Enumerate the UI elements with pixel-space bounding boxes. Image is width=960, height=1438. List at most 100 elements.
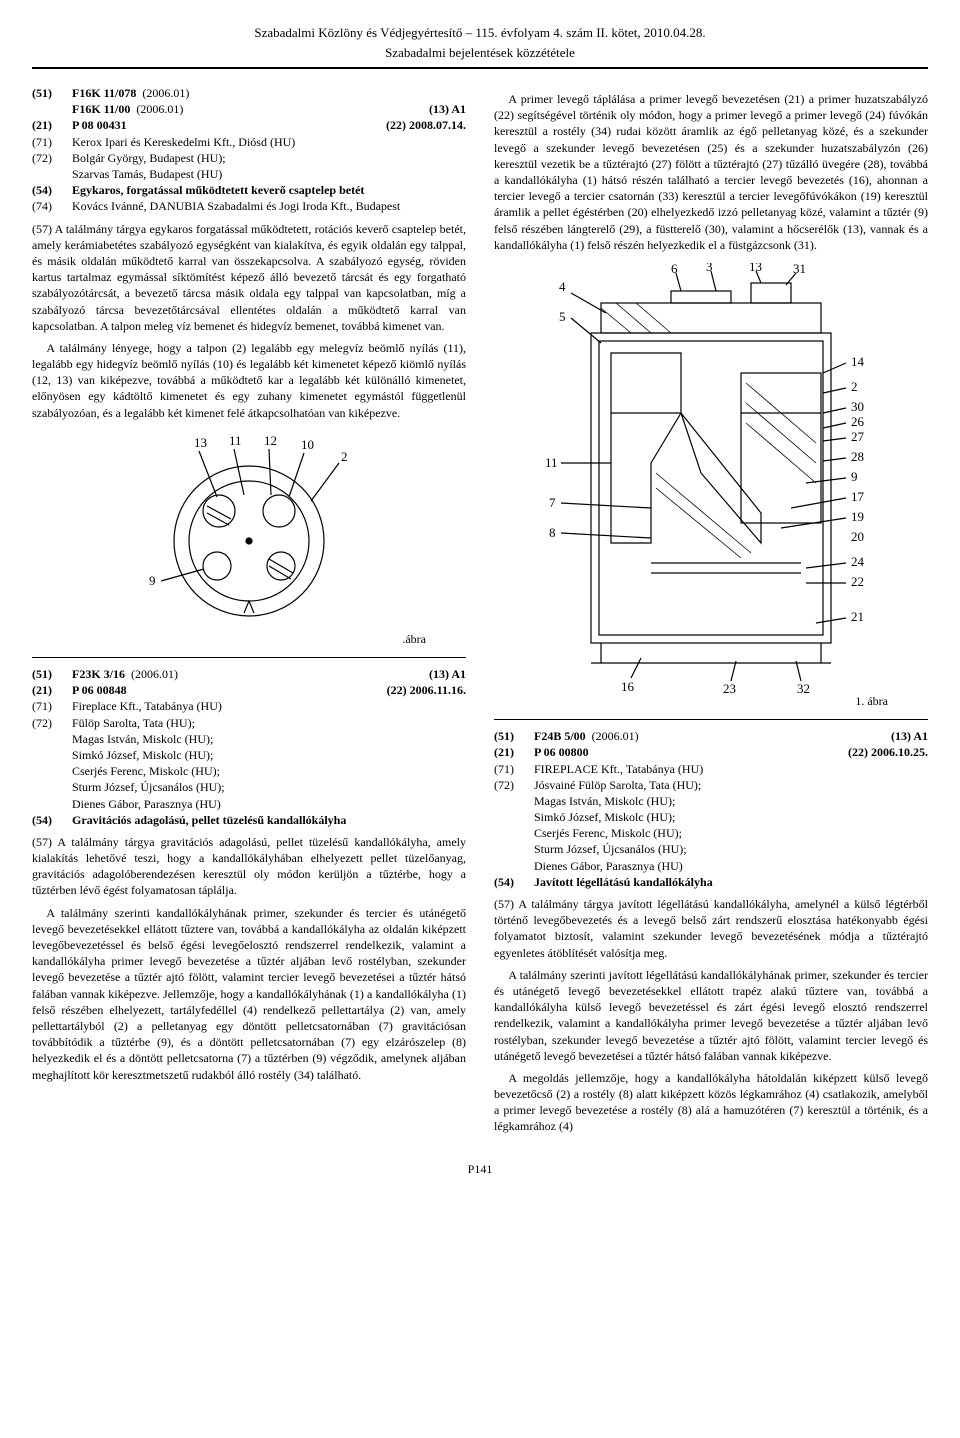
field-21: (21) P 08 00431 (22) 2008.07.14.	[32, 117, 466, 133]
two-column-layout: (51) F16K 11/078 (2006.01) F16K 11/00 (2…	[32, 85, 928, 1141]
fig-label: 12	[264, 433, 277, 448]
page-number: P141	[32, 1161, 928, 1177]
field-54: (54) Gravitációs adagolású, pellet tüzel…	[32, 812, 466, 828]
inventor: Sturm József, Újcsanálos (HU);	[494, 841, 928, 857]
figure-caption: 1. ábra	[855, 693, 888, 709]
kind-code: (13) A1	[881, 728, 928, 744]
class-code: F24B 5/00	[534, 729, 586, 743]
field-51: (51) F23K 3/16 (2006.01) (13) A1	[32, 666, 466, 682]
inventor: Dienes Gábor, Parasznya (HU)	[494, 858, 928, 874]
inventor: Dienes Gábor, Parasznya (HU)	[32, 796, 466, 812]
field-71: (71) Fireplace Kft., Tatabánya (HU)	[32, 698, 466, 714]
abstract-p2: A találmány szerinti kandallókályhának p…	[32, 905, 466, 1083]
inventor: Cserjés Ferenc, Miskolc (HU);	[32, 763, 466, 779]
fig-label: 30	[851, 399, 864, 414]
figure-disc: 13 11 12 10 2 9 .ábra	[32, 431, 466, 647]
fig-label: 16	[621, 679, 635, 693]
abstract: (57) A találmány tárgya javított légellá…	[494, 896, 928, 961]
fig-label: 27	[851, 429, 865, 444]
inventor: Bolgár György, Budapest (HU);	[72, 150, 466, 166]
title: Javított légellátású kandallókályha	[534, 874, 928, 890]
inventor: Szarvas Tamás, Budapest (HU)	[32, 166, 466, 182]
abstract-p2: A találmány szerinti javított légellátás…	[494, 967, 928, 1064]
separator	[494, 719, 928, 720]
filing-date: (22) 2006.11.16.	[377, 682, 466, 698]
fig-label: 2	[341, 449, 348, 464]
field-72: (72) Jósvainé Fülöp Sarolta, Tata (HU);	[494, 777, 928, 793]
code-51: (51)	[32, 85, 66, 101]
agent: Kovács Ivánné, DANUBIA Szabadalmi és Jog…	[72, 198, 466, 214]
class-ver: (2006.01)	[592, 729, 639, 743]
fig-label: 32	[797, 681, 810, 693]
fig-label: 6	[671, 263, 678, 276]
fig-label: 11	[229, 433, 242, 448]
fig-label: 28	[851, 449, 864, 464]
inventor: Sturm József, Újcsanálos (HU);	[32, 779, 466, 795]
inventor: Simkó József, Miskolc (HU);	[494, 809, 928, 825]
appnum: P 06 00800	[534, 744, 832, 760]
applicant: Fireplace Kft., Tatabánya (HU)	[72, 698, 466, 714]
applicant: FIREPLACE Kft., Tatabánya (HU)	[534, 761, 928, 777]
code-72: (72)	[32, 150, 66, 166]
field-51: (51) F24B 5/00 (2006.01) (13) A1	[494, 728, 928, 744]
code-51: (51)	[494, 728, 528, 744]
inventor: Magas István, Miskolc (HU);	[32, 731, 466, 747]
figure-stove: 4 5 6 3 13 31 14 2 30 26 27 28 9 17 19 2…	[494, 263, 928, 709]
field-54: (54) Javított légellátású kandallókályha	[494, 874, 928, 890]
code-54: (54)	[32, 812, 66, 828]
field-71: (71) FIREPLACE Kft., Tatabánya (HU)	[494, 761, 928, 777]
figure-caption: .ábra	[402, 631, 426, 647]
fig-label: 14	[851, 354, 865, 369]
code-54: (54)	[494, 874, 528, 890]
class-code: F16K 11/078	[72, 86, 136, 100]
abstract: (57) A találmány tárgya gravitációs adag…	[32, 834, 466, 899]
field-74: (74) Kovács Ivánné, DANUBIA Szabadalmi é…	[32, 198, 466, 214]
class-ver: (2006.01)	[136, 102, 183, 116]
continuation-text: A primer levegő táplálása a primer leveg…	[494, 91, 928, 253]
code-21: (21)	[32, 682, 66, 698]
fig-label: 3	[706, 263, 713, 274]
field-51b: F16K 11/00 (2006.01) (13) A1	[32, 101, 466, 117]
fig-label: 19	[851, 509, 864, 524]
kind-code: (13) A1	[419, 101, 466, 117]
fig-label: 21	[851, 609, 864, 624]
title: Egykaros, forgatással működtetett keverő…	[72, 182, 466, 198]
fig-label: 13	[194, 435, 207, 450]
header-line-1: Szabadalmi Közlöny és Védjegyértesítő – …	[32, 24, 928, 42]
code-72: (72)	[494, 777, 528, 793]
code-21: (21)	[32, 117, 66, 133]
field-71: (71) Kerox Ipari és Kereskedelmi Kft., D…	[32, 134, 466, 150]
field-54: (54) Egykaros, forgatással működtetett k…	[32, 182, 466, 198]
code-71: (71)	[32, 698, 66, 714]
field-51: (51) F16K 11/078 (2006.01)	[32, 85, 466, 101]
code-21: (21)	[494, 744, 528, 760]
fig-label: 22	[851, 574, 864, 589]
fig-label: 23	[723, 681, 736, 693]
class-code: F16K 11/00	[72, 102, 130, 116]
fig-label: 9	[851, 469, 858, 484]
field-72: (72) Fülöp Sarolta, Tata (HU);	[32, 715, 466, 731]
disc-drawing: 13 11 12 10 2 9	[99, 431, 399, 631]
code-72: (72)	[32, 715, 66, 731]
patent-entry: (51) F23K 3/16 (2006.01) (13) A1 (21) P …	[32, 666, 466, 1083]
code-71: (71)	[494, 761, 528, 777]
fig-label: 13	[749, 263, 762, 274]
fig-label: 26	[851, 414, 865, 429]
fig-label: 4	[559, 279, 566, 294]
code-54: (54)	[32, 182, 66, 198]
code-74: (74)	[32, 198, 66, 214]
fig-label: 20	[851, 529, 864, 544]
class-ver: (2006.01)	[131, 667, 178, 681]
fig-label: 2	[851, 379, 858, 394]
inventor: Cserjés Ferenc, Miskolc (HU);	[494, 825, 928, 841]
field-21: (21) P 06 00848 (22) 2006.11.16.	[32, 682, 466, 698]
fig-label: 17	[851, 489, 865, 504]
patent-entry: (51) F16K 11/078 (2006.01) F16K 11/00 (2…	[32, 85, 466, 647]
abstract-p2: A találmány lényege, hogy a talpon (2) l…	[32, 340, 466, 421]
class-ver: (2006.01)	[142, 86, 189, 100]
fig-label: 24	[851, 554, 865, 569]
abstract: (57) A találmány tárgya egykaros forgatá…	[32, 221, 466, 334]
fig-label: 11	[545, 455, 558, 470]
stove-drawing: 4 5 6 3 13 31 14 2 30 26 27 28 9 17 19 2…	[501, 263, 921, 693]
appnum: P 08 00431	[72, 117, 370, 133]
